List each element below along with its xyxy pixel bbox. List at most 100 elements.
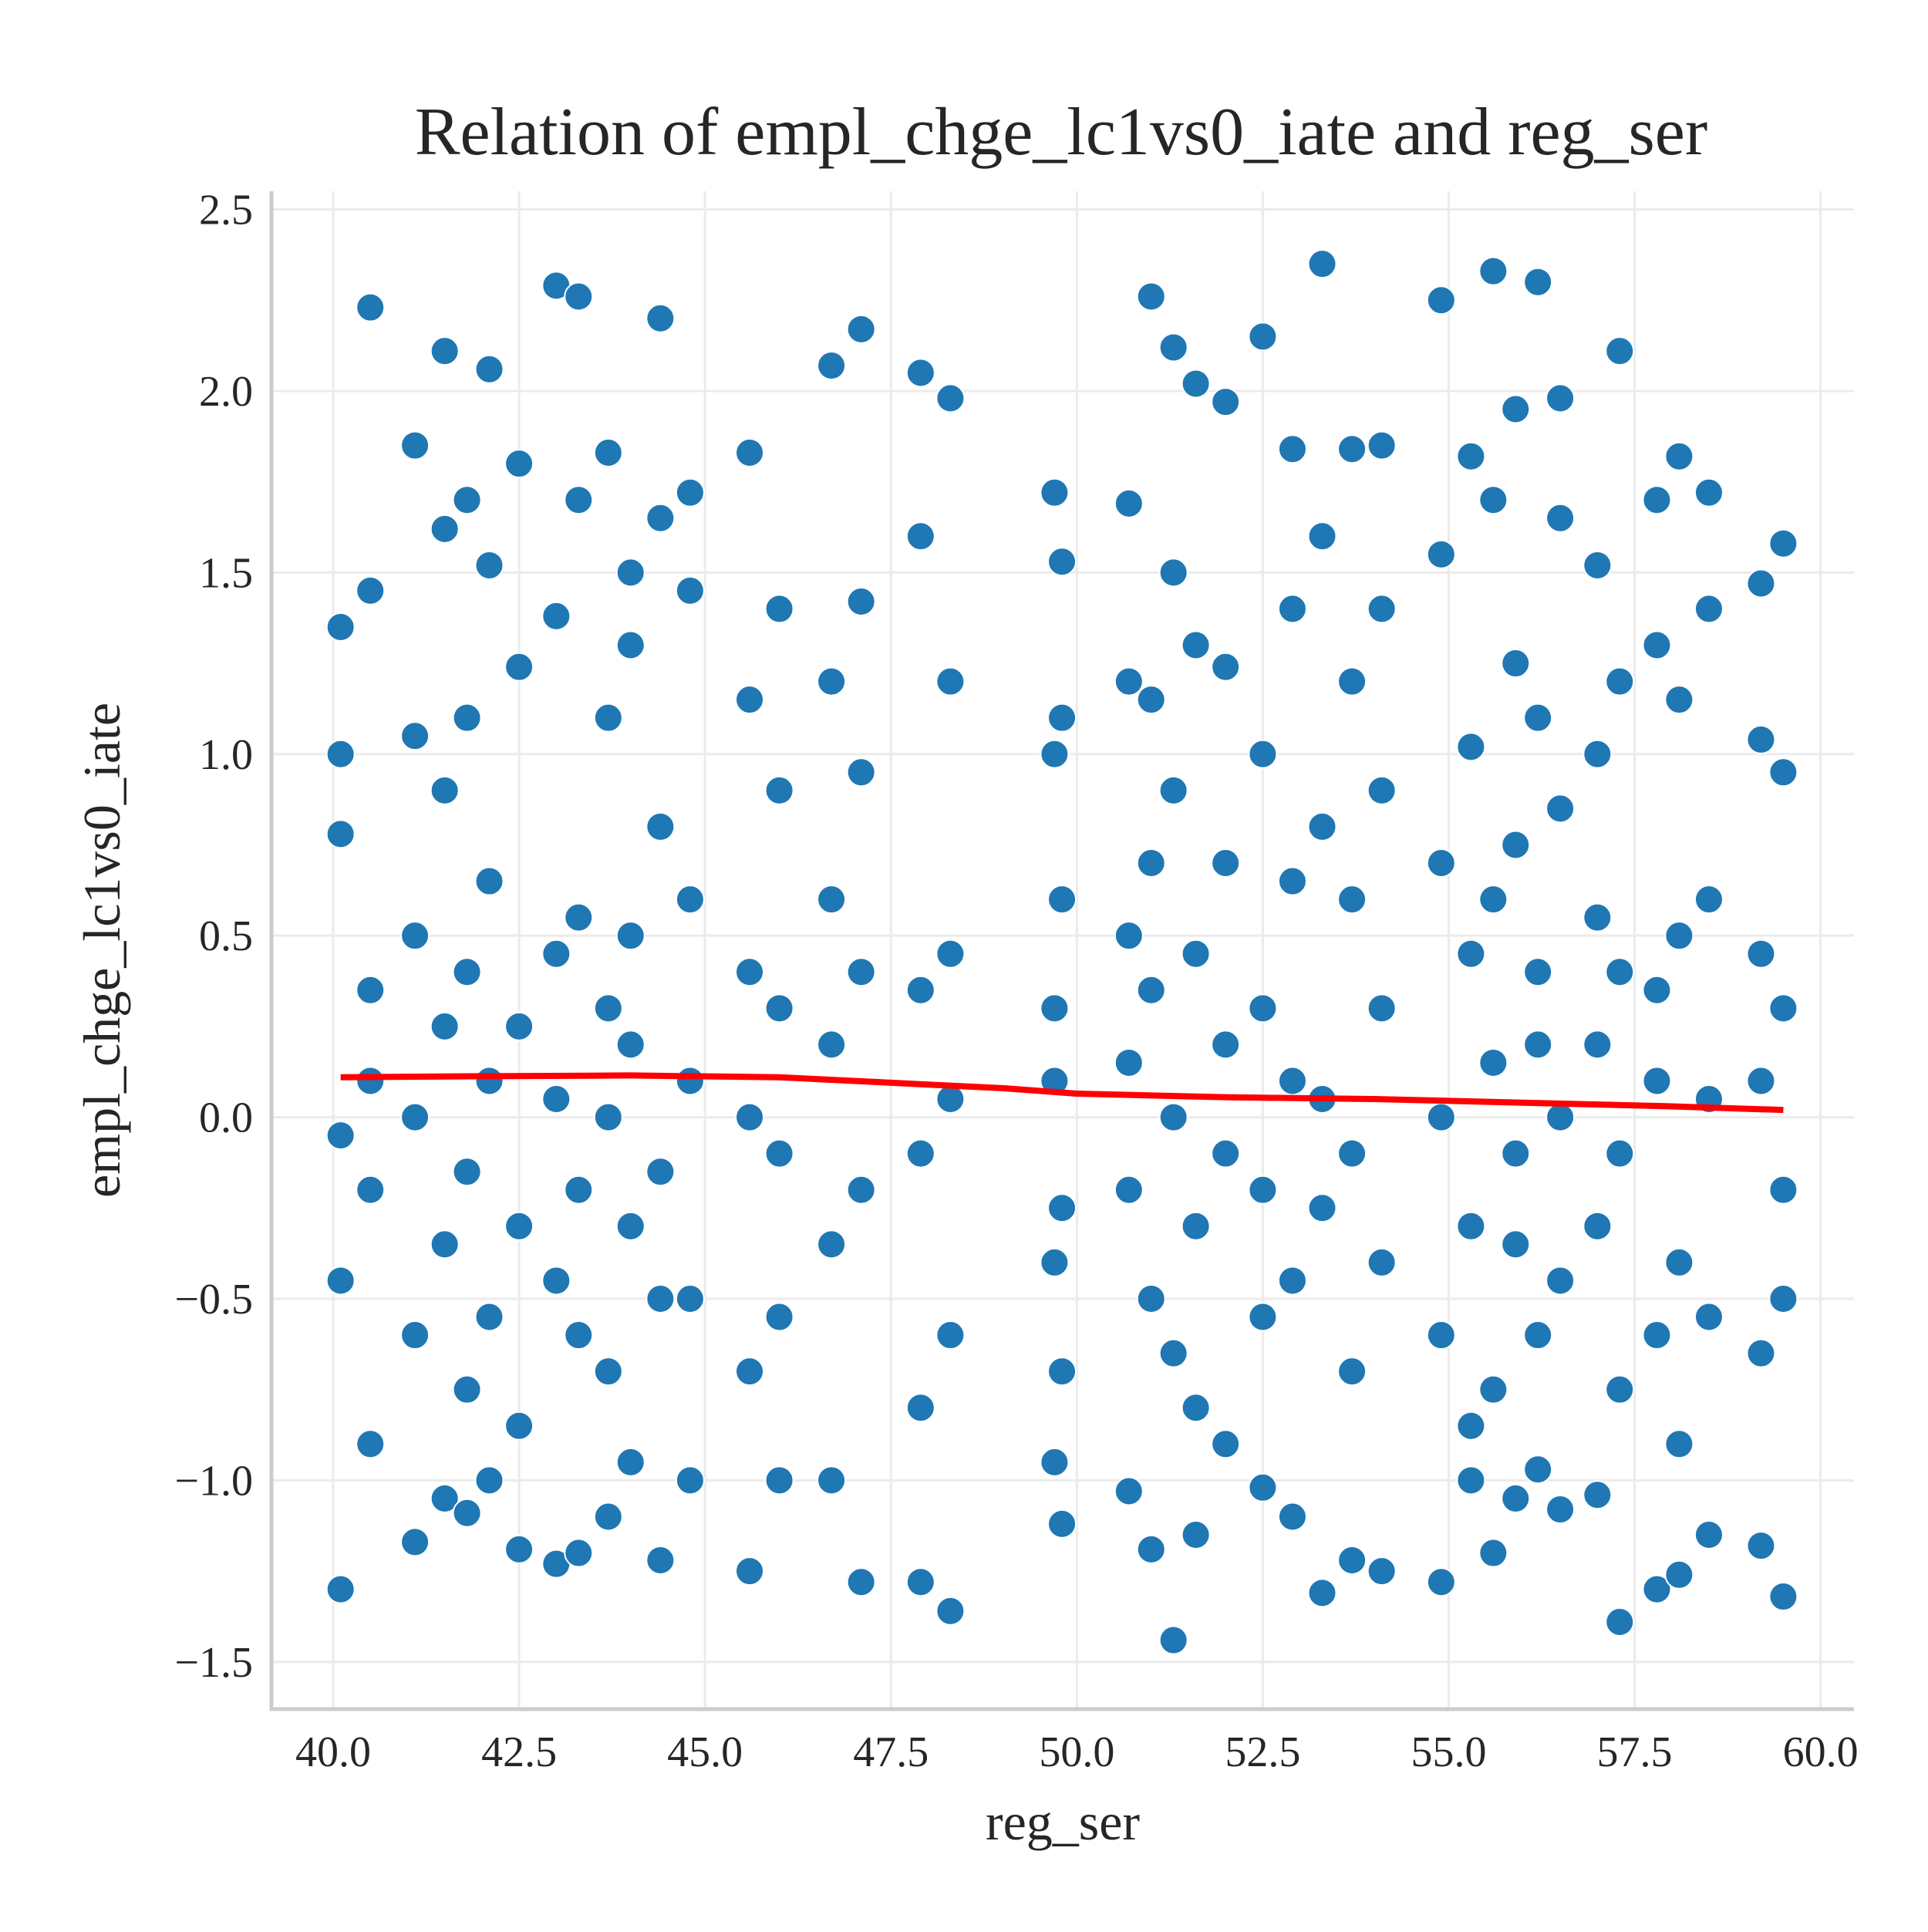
point	[1583, 550, 1613, 580]
point	[564, 1320, 594, 1350]
point	[615, 1447, 645, 1477]
point	[1040, 1447, 1070, 1477]
point	[1605, 666, 1635, 696]
point	[1642, 1066, 1672, 1096]
point	[1367, 594, 1397, 624]
point	[1501, 394, 1531, 424]
point	[1158, 1102, 1188, 1132]
point	[905, 975, 935, 1005]
point	[615, 921, 645, 951]
y-tick-label: −1.5	[174, 1639, 253, 1687]
grid	[271, 191, 1854, 1709]
point	[1040, 739, 1070, 769]
point	[325, 1266, 356, 1296]
point	[675, 1465, 705, 1495]
y-tick-label: −0.5	[174, 1276, 253, 1323]
point	[905, 1138, 935, 1168]
point	[1136, 975, 1166, 1005]
point	[474, 1066, 504, 1096]
point	[1248, 1472, 1278, 1502]
y-tick-label: −1.0	[174, 1457, 253, 1505]
point	[1248, 1302, 1278, 1332]
point	[1426, 539, 1456, 569]
point	[1501, 649, 1531, 679]
point	[1523, 1030, 1553, 1060]
point	[764, 993, 794, 1023]
point	[1746, 1066, 1776, 1096]
point	[430, 1483, 460, 1513]
point	[1277, 866, 1307, 896]
point	[1337, 1357, 1367, 1387]
point	[1181, 1393, 1211, 1423]
point	[1337, 1545, 1367, 1575]
point	[1456, 1465, 1486, 1495]
point	[817, 1229, 847, 1259]
point	[593, 703, 623, 733]
point	[1605, 1607, 1635, 1637]
point	[1277, 1066, 1307, 1096]
point	[1307, 249, 1337, 279]
point	[1768, 528, 1798, 558]
point	[564, 485, 594, 515]
point	[564, 902, 594, 932]
point	[935, 383, 966, 413]
point	[564, 282, 594, 312]
x-tick-label: 60.0	[1783, 1728, 1859, 1776]
point	[1768, 757, 1798, 787]
point	[1583, 739, 1613, 769]
point	[675, 885, 705, 915]
point	[1211, 848, 1241, 878]
point	[1158, 1625, 1188, 1655]
point	[400, 921, 430, 951]
point	[735, 957, 765, 987]
point	[474, 354, 504, 384]
point	[1426, 1102, 1456, 1132]
point	[325, 739, 356, 769]
point	[645, 1545, 676, 1575]
y-tick-label: 1.5	[199, 549, 253, 597]
chart-title: Relation of empl_chge_lc1vs0_iate and re…	[415, 95, 1707, 170]
point	[935, 1084, 966, 1114]
point	[675, 1283, 705, 1313]
point	[1523, 957, 1553, 987]
point	[593, 1502, 623, 1532]
point	[846, 957, 876, 987]
point	[1248, 993, 1278, 1023]
point	[1478, 885, 1508, 915]
point	[1248, 322, 1278, 352]
point	[1158, 558, 1188, 588]
point	[474, 866, 504, 896]
point	[1456, 939, 1486, 969]
point	[1478, 256, 1508, 286]
point	[1664, 685, 1694, 715]
point	[1307, 1193, 1337, 1223]
point	[1114, 488, 1144, 518]
point	[1523, 703, 1553, 733]
point	[474, 550, 504, 580]
point	[541, 939, 571, 969]
point	[452, 703, 482, 733]
point	[846, 587, 876, 617]
point	[817, 885, 847, 915]
point	[1768, 1582, 1798, 1612]
point	[504, 1211, 534, 1241]
point	[846, 757, 876, 787]
point	[1523, 267, 1553, 297]
point	[430, 514, 460, 544]
point	[541, 601, 571, 631]
point	[541, 1084, 571, 1114]
point	[645, 303, 676, 333]
point	[1664, 1559, 1694, 1590]
point	[1277, 594, 1307, 624]
point	[817, 350, 847, 380]
point	[1277, 1266, 1307, 1296]
point	[1136, 685, 1166, 715]
point	[504, 1534, 534, 1564]
point	[764, 775, 794, 805]
point	[817, 1465, 847, 1495]
point	[1040, 1247, 1070, 1277]
point	[1664, 921, 1694, 951]
point	[817, 1030, 847, 1060]
point	[1426, 285, 1456, 315]
point	[1047, 885, 1077, 915]
